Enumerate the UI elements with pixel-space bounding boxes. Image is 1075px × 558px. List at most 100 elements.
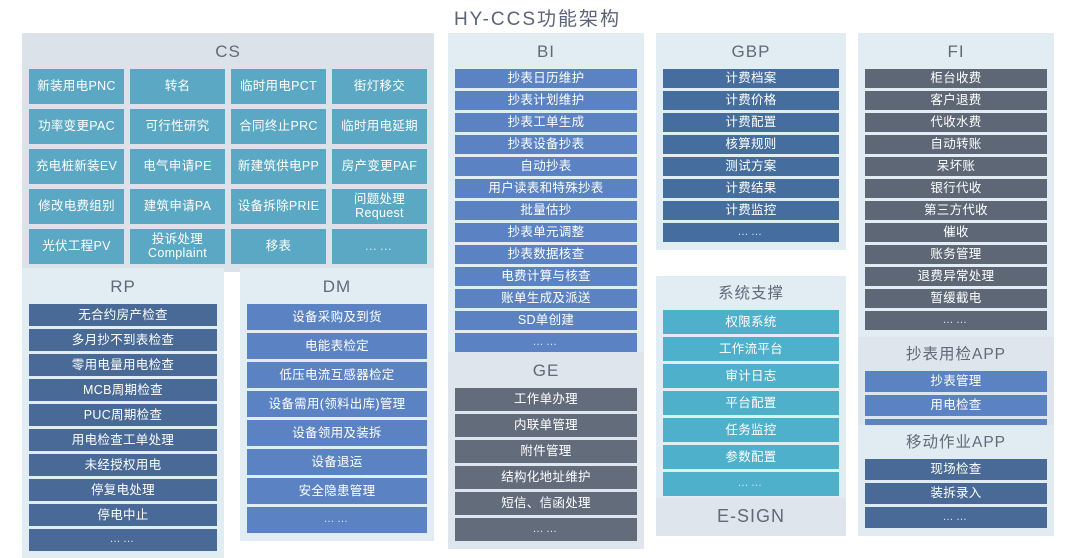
fi-item[interactable]: 自动转账 bbox=[865, 134, 1047, 154]
cs-item[interactable]: 投诉处理 Complaint bbox=[130, 228, 225, 264]
fi-item[interactable]: 客户退费 bbox=[865, 90, 1047, 110]
sys-item[interactable]: 审计日志 bbox=[663, 363, 839, 388]
gbp-item[interactable]: 计费配置 bbox=[663, 112, 839, 132]
bi-item[interactable]: 抄表设备抄表 bbox=[455, 134, 637, 154]
panel-bi: BI 抄表日历维护 抄表计划维护 抄表工单生成 抄表设备抄表 自动抄表 用户读表… bbox=[448, 33, 644, 360]
rp-item[interactable]: 无合约房产检查 bbox=[29, 303, 217, 326]
gbp-item[interactable]: 计费档案 bbox=[663, 68, 839, 88]
sys-item[interactable]: 平台配置 bbox=[663, 390, 839, 415]
ge-item[interactable]: 工作单办理 bbox=[455, 387, 637, 411]
bi-item[interactable]: 电费计算与核查 bbox=[455, 266, 637, 286]
ge-item[interactable]: 内联单管理 bbox=[455, 413, 637, 437]
rp-item[interactable]: 停电中止 bbox=[29, 503, 217, 526]
fi-item[interactable]: 代收水费 bbox=[865, 112, 1047, 132]
gbp-item-more[interactable]: …… bbox=[663, 222, 839, 242]
rp-item[interactable]: 多月抄不到表检查 bbox=[29, 328, 217, 351]
dm-item[interactable]: 设备采购及到货 bbox=[247, 303, 427, 330]
fi-item[interactable]: 暂缓截电 bbox=[865, 288, 1047, 308]
bi-item-more[interactable]: …… bbox=[455, 332, 637, 352]
gbp-item[interactable]: 计费结果 bbox=[663, 178, 839, 198]
cs-item[interactable]: 可行性研究 bbox=[130, 108, 225, 144]
ge-item[interactable]: 短信、信函处理 bbox=[455, 491, 637, 515]
cs-item[interactable]: 新建筑供电PP bbox=[231, 148, 326, 184]
bi-item[interactable]: 自动抄表 bbox=[455, 156, 637, 176]
fi-item[interactable]: 退费异常处理 bbox=[865, 266, 1047, 286]
fi-item[interactable]: 第三方代收 bbox=[865, 200, 1047, 220]
panel-ge-list: 工作单办理 内联单管理 附件管理 结构化地址维护 短信、信函处理 …… bbox=[455, 387, 637, 541]
cs-item[interactable]: 电气申请PE bbox=[130, 148, 225, 184]
cs-item[interactable]: 光伏工程PV bbox=[29, 228, 124, 264]
app2-item-more[interactable]: …… bbox=[865, 506, 1047, 528]
app2-item[interactable]: 现场检查 bbox=[865, 458, 1047, 480]
cs-item[interactable]: 修改电费组别 bbox=[29, 188, 124, 224]
panel-bi-title: BI bbox=[536, 42, 556, 61]
panel-gbp: GBP 计费档案 计费价格 计费配置 核算规则 测试方案 计费结果 计费监控 …… bbox=[656, 33, 846, 250]
sys-item-more[interactable]: …… bbox=[663, 471, 839, 496]
dm-item[interactable]: 设备退运 bbox=[247, 448, 427, 475]
fi-item[interactable]: 呆坏账 bbox=[865, 156, 1047, 176]
cs-item[interactable]: 问题处理 Request bbox=[332, 188, 427, 224]
fi-item[interactable]: 催收 bbox=[865, 222, 1047, 242]
dm-item-more[interactable]: …… bbox=[247, 506, 427, 533]
fi-item[interactable]: 账务管理 bbox=[865, 244, 1047, 264]
cs-item[interactable]: 充电桩新装EV bbox=[29, 148, 124, 184]
fi-item[interactable]: 柜台收费 bbox=[865, 68, 1047, 88]
rp-item[interactable]: MCB周期检查 bbox=[29, 378, 217, 401]
panel-rp: RP 无合约房产检查 多月抄不到表检查 零用电量用电检查 MCB周期检查 PUC… bbox=[22, 268, 224, 558]
cs-item[interactable]: 房产变更PAF bbox=[332, 148, 427, 184]
rp-item[interactable]: 零用电量用电检查 bbox=[29, 353, 217, 376]
gbp-item[interactable]: 计费监控 bbox=[663, 200, 839, 220]
rp-item[interactable]: 停复电处理 bbox=[29, 478, 217, 501]
cs-item[interactable]: 新装用电PNC bbox=[29, 68, 124, 104]
rp-item[interactable]: PUC周期检查 bbox=[29, 403, 217, 426]
sys-item[interactable]: 工作流平台 bbox=[663, 336, 839, 361]
cs-item[interactable]: 临时用电延期 bbox=[332, 108, 427, 144]
bi-item[interactable]: 账单生成及派送 bbox=[455, 288, 637, 308]
sys-item[interactable]: 参数配置 bbox=[663, 444, 839, 469]
gbp-item[interactable]: 核算规则 bbox=[663, 134, 839, 154]
bi-item[interactable]: 用户读表和特殊抄表 bbox=[455, 178, 637, 198]
dm-item[interactable]: 设备领用及装拆 bbox=[247, 419, 427, 446]
cs-item[interactable]: 建筑申请PA bbox=[130, 188, 225, 224]
app1-item[interactable]: 抄表管理 bbox=[865, 370, 1047, 392]
rp-item-more[interactable]: …… bbox=[29, 528, 217, 551]
cs-item-more[interactable]: …… bbox=[332, 228, 427, 264]
app1-item[interactable]: 用电检查 bbox=[865, 394, 1047, 416]
rp-item[interactable]: 未经授权用电 bbox=[29, 453, 217, 476]
sys-item[interactable]: 权限系统 bbox=[663, 309, 839, 334]
dm-item[interactable]: 电能表检定 bbox=[247, 332, 427, 359]
cs-item[interactable]: 街灯移交 bbox=[332, 68, 427, 104]
bi-item[interactable]: 抄表工单生成 bbox=[455, 112, 637, 132]
panel-ge: GE 工作单办理 内联单管理 附件管理 结构化地址维护 短信、信函处理 …… bbox=[448, 352, 644, 549]
dm-item[interactable]: 低压电流互感器检定 bbox=[247, 361, 427, 388]
fi-item[interactable]: 银行代收 bbox=[865, 178, 1047, 198]
bi-item[interactable]: 批量估抄 bbox=[455, 200, 637, 220]
rp-item[interactable]: 用电检查工单处理 bbox=[29, 428, 217, 451]
panel-cs-grid: 新装用电PNC 转名 临时用电PCT 街灯移交 功率变更PAC 可行性研究 合同… bbox=[29, 68, 427, 264]
gbp-item[interactable]: 计费价格 bbox=[663, 90, 839, 110]
ge-item[interactable]: 结构化地址维护 bbox=[455, 465, 637, 489]
fi-item-more[interactable]: …… bbox=[865, 310, 1047, 330]
ge-item[interactable]: 附件管理 bbox=[455, 439, 637, 463]
dm-item[interactable]: 设备需用(领料出库)管理 bbox=[247, 390, 427, 417]
bi-item[interactable]: 抄表数据核查 bbox=[455, 244, 637, 264]
sys-item[interactable]: 任务监控 bbox=[663, 417, 839, 442]
panel-system-support: 系统支撑 权限系统 工作流平台 审计日志 平台配置 任务监控 参数配置 …… bbox=[656, 276, 846, 504]
panel-mobile-work-app-title: 移动作业APP bbox=[905, 434, 1006, 451]
cs-item[interactable]: 移表 bbox=[231, 228, 326, 264]
bi-item[interactable]: SD单创建 bbox=[455, 310, 637, 330]
app2-item[interactable]: 装拆录入 bbox=[865, 482, 1047, 504]
panel-system-support-title: 系统支撑 bbox=[717, 285, 784, 302]
cs-item[interactable]: 设备拆除PRIE bbox=[231, 188, 326, 224]
cs-item[interactable]: 合同终止PRC bbox=[231, 108, 326, 144]
cs-item[interactable]: 转名 bbox=[130, 68, 225, 104]
cs-item[interactable]: 临时用电PCT bbox=[231, 68, 326, 104]
bi-item[interactable]: 抄表单元调整 bbox=[455, 222, 637, 242]
dm-item[interactable]: 安全隐患管理 bbox=[247, 477, 427, 504]
gbp-item[interactable]: 测试方案 bbox=[663, 156, 839, 176]
bi-item[interactable]: 抄表日历维护 bbox=[455, 68, 637, 88]
cs-item[interactable]: 功率变更PAC bbox=[29, 108, 124, 144]
bi-item[interactable]: 抄表计划维护 bbox=[455, 90, 637, 110]
ge-item-more[interactable]: …… bbox=[455, 517, 637, 541]
panel-dm: DM 设备采购及到货 电能表检定 低压电流互感器检定 设备需用(领料出库)管理 … bbox=[240, 268, 434, 541]
